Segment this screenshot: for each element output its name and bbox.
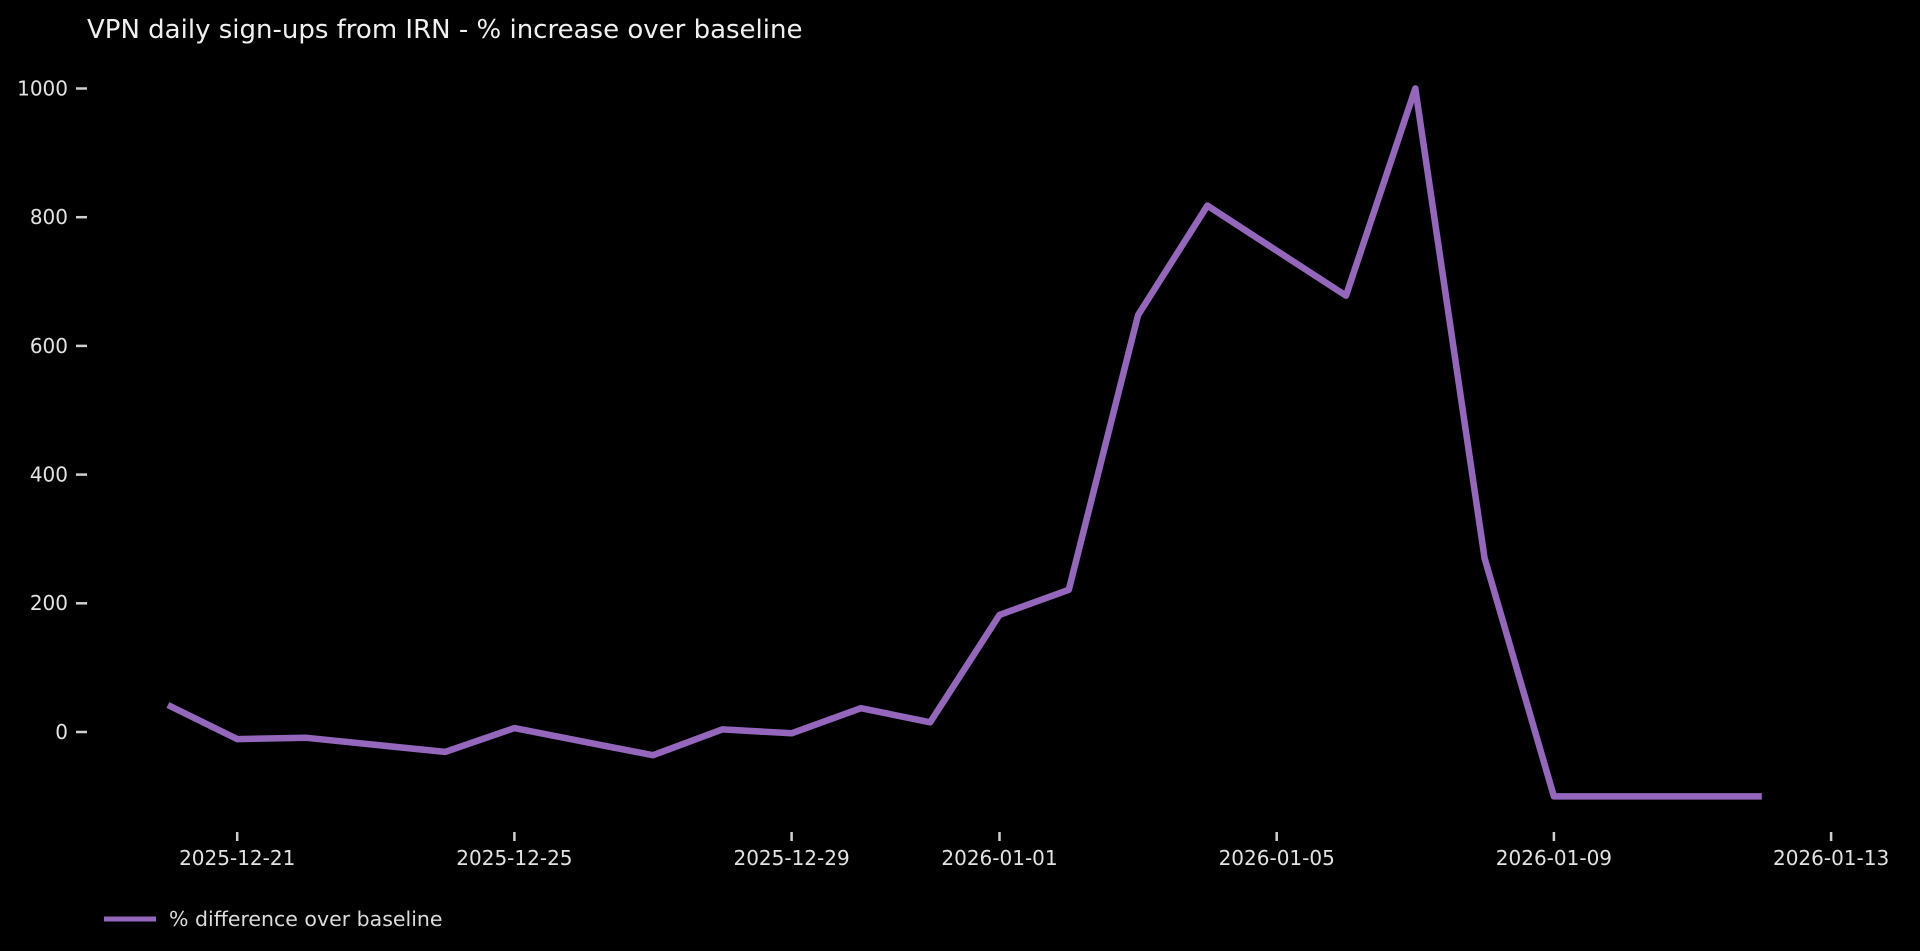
y-tick-label: 400 xyxy=(30,463,68,487)
x-tick-label: 2026-01-13 xyxy=(1773,846,1889,870)
y-tick-label: 800 xyxy=(30,205,68,229)
y-tick-label: 1000 xyxy=(17,76,68,100)
y-tick-label: 200 xyxy=(30,591,68,615)
x-tick-label: 2026-01-05 xyxy=(1219,846,1335,870)
x-tick-label: 2025-12-25 xyxy=(456,846,572,870)
x-tick-label: 2026-01-01 xyxy=(941,846,1057,870)
chart-title: VPN daily sign-ups from IRN - % increase… xyxy=(87,15,802,45)
x-tick-label: 2025-12-29 xyxy=(733,846,849,870)
x-tick-label: 2025-12-21 xyxy=(179,846,295,870)
x-axis: 2025-12-21 2025-12-25 2025-12-29 2026-01-01… xyxy=(179,832,1889,870)
y-axis: 0 200 400 600 800 1000 xyxy=(17,76,87,744)
series-line xyxy=(166,85,1762,800)
x-tick-label: 2026-01-09 xyxy=(1496,846,1612,870)
y-tick-label: 0 xyxy=(55,720,68,744)
y-tick-label: 600 xyxy=(30,334,68,358)
legend: % difference over baseline xyxy=(104,907,443,931)
legend-label: % difference over baseline xyxy=(169,907,443,931)
